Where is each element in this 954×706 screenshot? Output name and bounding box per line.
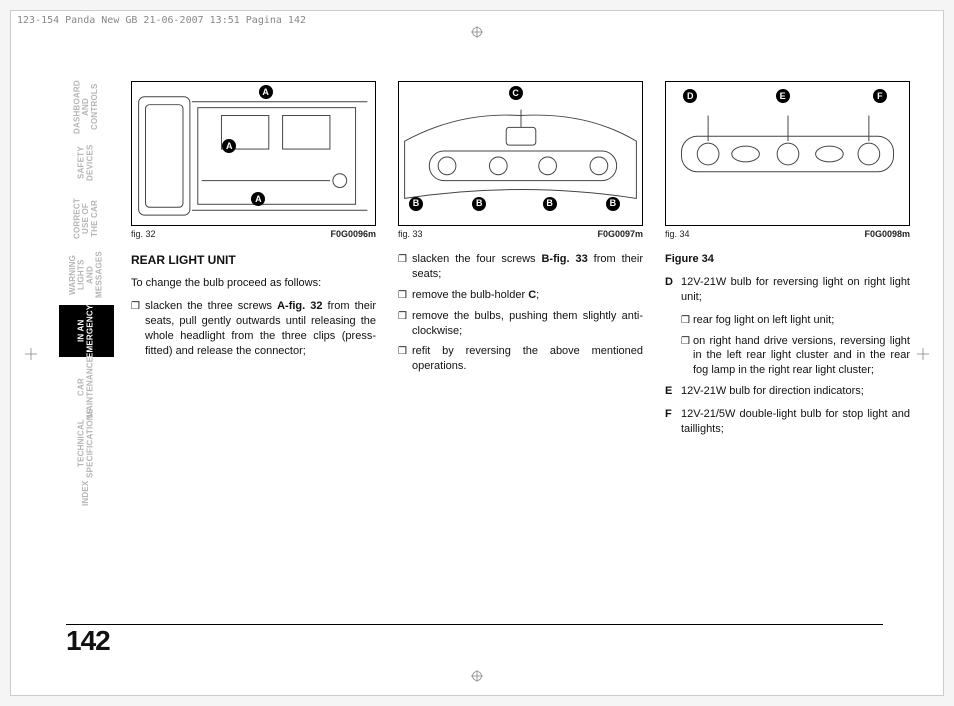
sidebar-tab-3[interactable]: WARNING LIGHTS AND MESSAGES [59,249,114,301]
figure-33-code: F0G0097m [597,228,643,240]
sidebar-tab-2[interactable]: CORRECT USE OF THE CAR [59,193,114,245]
col1-item-1: slacken the three screws A-fig. 32 from … [131,299,376,358]
figure-34-code: F0G0098m [864,228,910,240]
item-F-label: F [665,407,672,422]
sidebar-tab-5[interactable]: CAR MAINTENANCE [59,361,114,413]
bold-ref: B-fig. 33 [541,253,587,265]
text: ; [536,289,539,301]
figure-33-caption: fig. 33 [398,228,423,240]
column-2: C B B B B fig. 33 F0G0097m slacken the four … [398,81,643,445]
callout-B: B [606,197,620,211]
item-D: D 12V-21W bulb for reversing light on ri… [665,275,910,305]
item-E: E 12V-21W bulb for direction indicators; [665,384,910,399]
item-F-text: 12V-21/5W double-light bulb for stop lig… [681,408,910,435]
text: slacken the four screws [412,253,541,265]
crop-mark-bottom [471,669,483,681]
callout-E: E [776,89,790,103]
crop-mark-top [471,25,483,37]
crop-mark-left [25,347,37,359]
sidebar-tab-6[interactable]: TECHNICAL SPECIFICATIONS [59,417,114,469]
col2-item-3: remove the bulbs, pushing them slightly … [398,309,643,339]
print-header: 123-154 Panda New GB 21-06-2007 13:51 Pa… [17,15,306,26]
figure-32-caption-row: fig. 32 F0G0096m [131,228,376,240]
callout-B: B [472,197,486,211]
callout-F: F [873,89,887,103]
col2-item-4: refit by reversing the above mentioned o… [398,344,643,374]
figure-34-caption-row: fig. 34 F0G0098m [665,228,910,240]
item-D-text: 12V-21W bulb for reversing light on righ… [681,276,910,303]
figure-34-caption: fig. 34 [665,228,690,240]
callout-A: A [259,85,273,99]
callout-A: A [222,139,236,153]
callout-D: D [683,89,697,103]
col2-item-2: remove the bulb-holder C; [398,288,643,303]
content-columns: A A A fig. 32 F0G0096m REAR LIGHT UNIT To … [131,81,931,445]
callout-A: A [251,192,265,206]
column-1: A A A fig. 32 F0G0096m REAR LIGHT UNIT To … [131,81,376,445]
callout-B: B [409,197,423,211]
item-E-label: E [665,384,672,399]
text: remove the bulb-holder [412,289,528,301]
item-D-sub1: rear fog light on left light unit; [665,313,910,328]
sidebar-tabs: DASHBOARD AND CONTROLSSAFETY DEVICESCORR… [59,81,114,513]
item-D-label: D [665,275,673,290]
bold-ref: C [528,289,536,301]
figure-33-caption-row: fig. 33 F0G0097m [398,228,643,240]
figure-32-caption: fig. 32 [131,228,156,240]
figure-33: C B B B B [398,81,643,226]
page-number: 142 [66,625,110,657]
text: slacken the three screws [145,300,277,312]
figure-32: A A A [131,81,376,226]
callout-C: C [509,86,523,100]
bold-ref: A-fig. 32 [277,300,322,312]
column-3: DEF fig. 34 F0G0098m Figure 34 D 12V-21W… [665,81,910,445]
item-F: F 12V-21/5W double-light bulb for stop l… [665,407,910,437]
sidebar-tab-4[interactable]: IN AN EMERGENCY [59,305,114,357]
figure-34-art [666,82,909,225]
figure-32-code: F0G0096m [330,228,376,240]
callout-B: B [543,197,557,211]
item-D-sub2: on right hand drive versions, reversing … [665,334,910,379]
intro-text: To change the bulb proceed as follows: [131,276,376,291]
section-title: REAR LIGHT UNIT [131,252,376,268]
figure-34: D E F [665,81,910,226]
sidebar-tab-1[interactable]: SAFETY DEVICES [59,137,114,189]
sidebar-tab-0[interactable]: DASHBOARD AND CONTROLS [59,81,114,133]
figure-34-subtitle: Figure 34 [665,252,910,267]
col2-item-1: slacken the four screws B-fig. 33 from t… [398,252,643,282]
item-E-text: 12V-21W bulb for direction indicators; [681,385,864,397]
sidebar-tab-7[interactable]: INDEX [59,473,114,513]
page-footer-rule [66,624,883,625]
page-frame: 123-154 Panda New GB 21-06-2007 13:51 Pa… [10,10,944,696]
